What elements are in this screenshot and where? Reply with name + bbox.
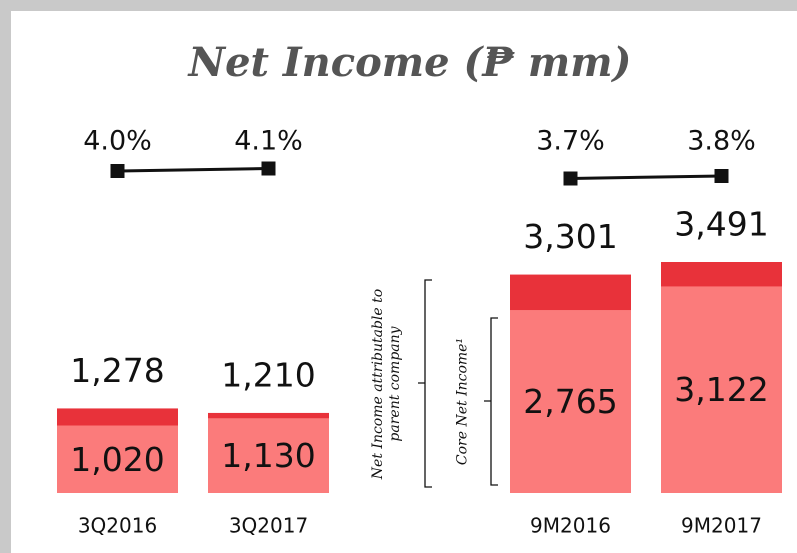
- value-label: 1,130: [221, 436, 315, 475]
- value-label: 3.7%: [536, 126, 605, 157]
- value-label: 1,210: [221, 355, 315, 394]
- bar: [510, 310, 631, 493]
- value-label: 3.8%: [687, 126, 756, 157]
- value-label: 3,491: [674, 205, 768, 244]
- x-tick-label: 3Q2016: [78, 514, 157, 538]
- line-marker: [261, 161, 276, 176]
- value-label: 1,278: [70, 351, 164, 390]
- bar: [57, 425, 178, 493]
- bracket-outer: [418, 279, 432, 488]
- bar: [208, 418, 329, 493]
- value-label: 1,020: [70, 440, 164, 479]
- chart-title: Net Income (₱ mm): [187, 39, 632, 86]
- line: [570, 174, 722, 180]
- series-label: Net Income attributable to parent compan…: [370, 288, 403, 480]
- value-label: 2,765: [523, 382, 617, 421]
- x-tick-label: 9M2016: [530, 514, 611, 538]
- x-tick-label: 9M2017: [681, 514, 762, 538]
- line-marker: [110, 164, 125, 178]
- x-tick-label: 3Q2017: [229, 514, 308, 538]
- value-label: 4.0%: [83, 126, 152, 157]
- line: [117, 167, 269, 173]
- value-label: 4.1%: [234, 126, 303, 157]
- line-marker: [563, 171, 578, 186]
- value-label: 3,122: [674, 370, 768, 409]
- bar: [661, 286, 782, 493]
- bracket-inner: [484, 317, 498, 486]
- line-marker: [714, 169, 729, 183]
- series-label: Core Net Income¹: [454, 337, 471, 466]
- value-label: 3,301: [523, 217, 617, 256]
